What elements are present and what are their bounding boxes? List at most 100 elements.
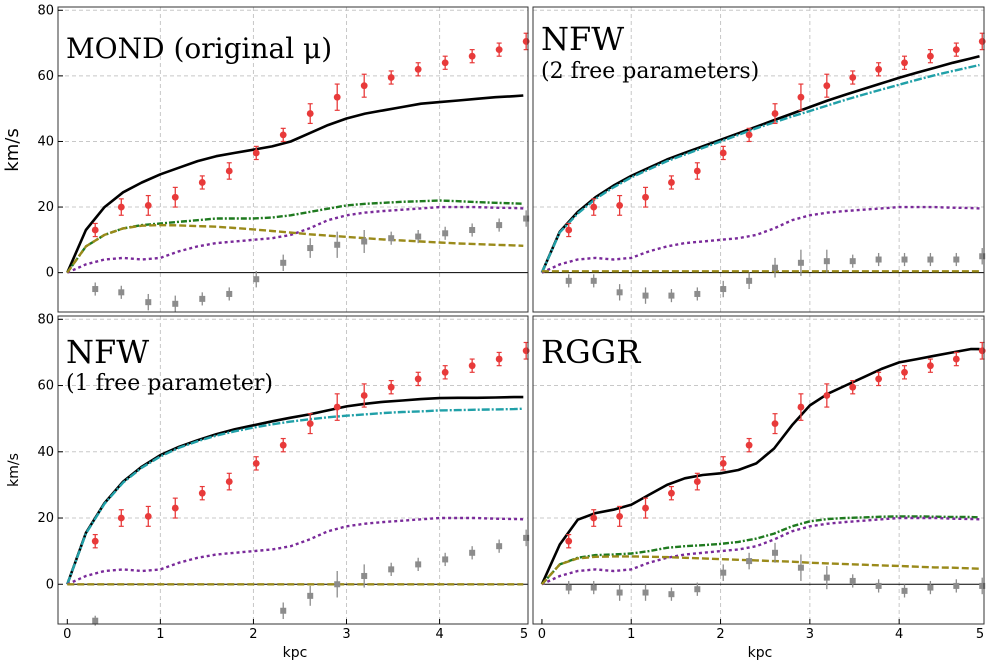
observed-point <box>360 82 368 90</box>
observed-point <box>693 478 701 485</box>
residual-point <box>469 227 476 234</box>
series-line-gas <box>66 199 524 274</box>
residual-point <box>979 582 986 589</box>
y-tick-label: 20 <box>37 511 54 526</box>
observed-point <box>978 38 986 45</box>
residual-point <box>307 592 314 599</box>
residual-point <box>334 581 341 588</box>
residual-point <box>388 566 395 573</box>
residual-point <box>118 289 125 296</box>
residual-point <box>388 235 395 242</box>
panel-frame <box>532 315 985 625</box>
residual-point <box>145 299 152 306</box>
observed-point <box>306 420 314 428</box>
observed-point <box>252 149 260 157</box>
residual-point <box>642 589 649 596</box>
observed-point <box>668 179 675 186</box>
observed-point <box>144 202 152 209</box>
observed-point <box>771 420 779 428</box>
observed-point <box>616 512 624 520</box>
observed-point <box>414 65 422 73</box>
residual-point <box>849 258 856 265</box>
residual-point <box>92 617 99 624</box>
series-line-bulge <box>66 223 524 274</box>
residual-point <box>901 587 908 594</box>
x-tick-label: 3 <box>342 627 350 642</box>
residual-point <box>565 584 572 591</box>
y-tick-label: 40 <box>37 134 54 149</box>
residual-point <box>823 258 830 265</box>
x-tick-label: 0 <box>538 627 546 642</box>
panel-2: NFW(2 free parameters) <box>532 6 986 313</box>
observed-point <box>875 65 883 73</box>
panel-title: NFW <box>66 333 149 371</box>
residual-point <box>590 584 597 591</box>
observed-point <box>565 537 573 545</box>
observed-point <box>522 347 530 355</box>
residual-point <box>668 591 675 598</box>
observed-point <box>693 167 701 175</box>
residual-point <box>280 259 287 266</box>
series-line-stars <box>66 205 524 274</box>
x-tick-label: 5 <box>520 627 528 642</box>
observed-point <box>927 52 934 60</box>
residual-point <box>616 289 623 296</box>
residual-point <box>442 230 449 237</box>
x-tick-label: 2 <box>716 627 724 642</box>
residual-point <box>496 222 503 229</box>
observed-point <box>495 46 503 54</box>
observed-point <box>797 93 805 101</box>
residual-point <box>642 292 649 299</box>
series-line-halo <box>66 407 524 585</box>
residual-point <box>746 277 753 284</box>
y-tick-label: 80 <box>37 3 54 18</box>
observed-point <box>745 131 753 139</box>
residual-point <box>199 295 206 302</box>
observed-point <box>823 392 831 399</box>
x-axis-label-left: kpc <box>283 645 308 660</box>
observed-point <box>978 347 986 355</box>
observed-point <box>875 375 883 383</box>
series-line-bulge <box>541 555 980 586</box>
y-tick-label: 60 <box>37 379 54 394</box>
panel-subtitle: (2 free parameters) <box>541 59 759 84</box>
series-line-total <box>66 94 524 274</box>
residual-point <box>979 253 986 260</box>
panel-frame <box>57 6 529 313</box>
observed-point <box>225 478 233 485</box>
residual-point <box>927 256 934 263</box>
series-line-total <box>540 54 980 274</box>
panel-frame <box>57 315 529 625</box>
observed-point <box>642 193 649 201</box>
residual-point <box>172 300 179 307</box>
panel-4: 0 1 2 3 4 5 RGGR <box>532 315 986 642</box>
residual-point <box>875 582 882 589</box>
observed-point <box>441 368 449 376</box>
residual-point <box>746 558 753 565</box>
observed-point <box>306 110 314 117</box>
residual-point <box>226 290 233 297</box>
observed-point <box>468 52 476 60</box>
observed-point <box>849 74 857 81</box>
panel-3: 0 20 40 60 80 0 1 2 3 4 5 NFW(1 free parameter) <box>37 312 530 642</box>
residual-point <box>772 264 779 271</box>
observed-point <box>590 514 598 522</box>
observed-point <box>387 383 395 391</box>
observed-point <box>198 179 206 186</box>
residual-point <box>797 564 804 571</box>
panel-title: NFW <box>541 20 624 58</box>
y-tick-label: 40 <box>37 445 54 460</box>
x-tick-label: 3 <box>806 627 814 642</box>
residual-point <box>523 215 530 222</box>
observed-point <box>117 514 125 522</box>
y-tick-label: 80 <box>37 312 54 327</box>
residual-point <box>616 589 623 596</box>
residual-point <box>927 584 934 591</box>
observed-point <box>333 403 341 411</box>
observed-point <box>279 131 287 139</box>
observed-point <box>719 459 727 467</box>
residual-point <box>772 549 779 556</box>
x-axis-label-right: kpc <box>748 645 773 660</box>
panel-frame <box>532 6 985 313</box>
